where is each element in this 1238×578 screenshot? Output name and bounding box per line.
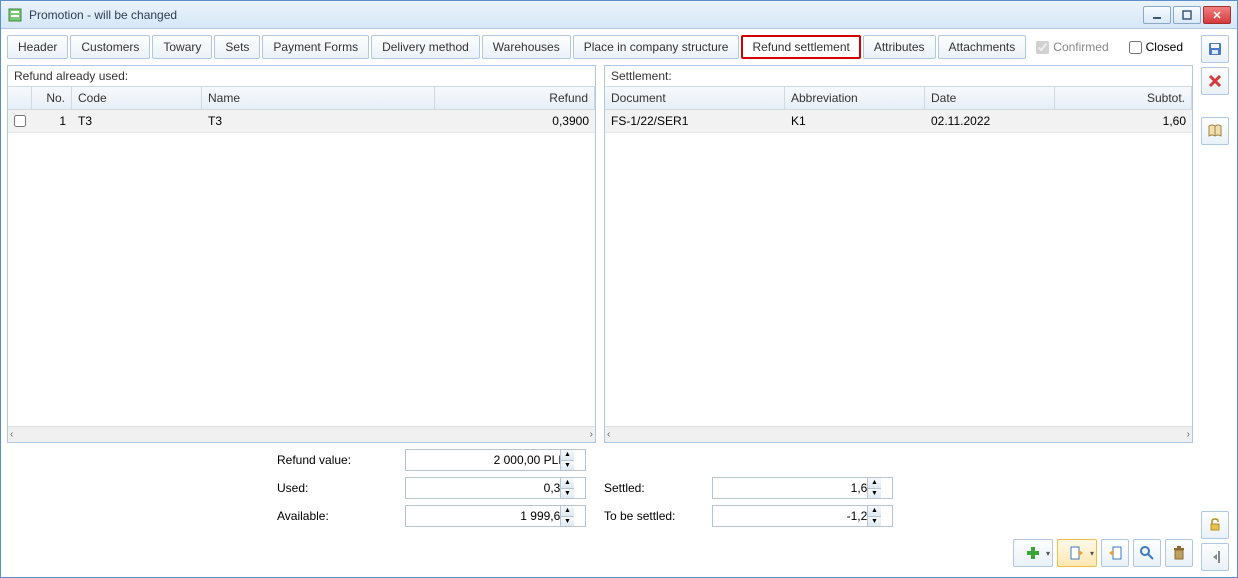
settlement-panel-title: Settlement: <box>605 66 1192 86</box>
closed-label: Closed <box>1146 40 1183 54</box>
cancel-button[interactable] <box>1201 67 1229 95</box>
col-code[interactable]: Code <box>72 87 202 109</box>
tab-header[interactable]: Header <box>7 35 68 59</box>
hscroll[interactable]: ‹› <box>8 426 595 442</box>
table-row[interactable]: FS-1/22/SER1 K1 02.11.2022 1,60 <box>605 110 1192 133</box>
close-button[interactable] <box>1203 6 1231 24</box>
app-icon <box>7 7 23 23</box>
titlebar: Promotion - will be changed <box>1 1 1237 29</box>
maximize-button[interactable] <box>1173 6 1201 24</box>
row-checkbox[interactable] <box>14 115 26 127</box>
delete-button[interactable] <box>1165 539 1193 567</box>
refund-value-spinner[interactable]: ▲▼ <box>560 450 574 470</box>
tab-attributes[interactable]: Attributes <box>863 35 936 59</box>
col-date[interactable]: Date <box>925 87 1055 109</box>
refund-grid-header: No. Code Name Refund <box>8 86 595 110</box>
refund-value-input[interactable] <box>405 449 586 471</box>
used-input[interactable] <box>405 477 586 499</box>
refund-grid-body[interactable]: 1 T3 T3 0,3900 <box>8 110 595 426</box>
col-name[interactable]: Name <box>202 87 435 109</box>
cell-abbreviation: K1 <box>785 110 925 132</box>
import-button[interactable]: ▾ <box>1057 539 1097 567</box>
col-subtot[interactable]: Subtot. <box>1055 87 1192 109</box>
settled-spinner[interactable]: ▲▼ <box>867 478 881 498</box>
add-button[interactable]: ▾ <box>1013 539 1053 567</box>
cell-date: 02.11.2022 <box>925 110 1055 132</box>
tab-refund-settlement[interactable]: Refund settlement <box>741 35 860 59</box>
used-spinner[interactable]: ▲▼ <box>560 478 574 498</box>
to-be-settled-input[interactable] <box>712 505 893 527</box>
col-document[interactable]: Document <box>605 87 785 109</box>
col-abbreviation[interactable]: Abbreviation <box>785 87 925 109</box>
closed-checkbox[interactable]: Closed <box>1129 40 1183 54</box>
available-spinner[interactable]: ▲▼ <box>560 506 574 526</box>
to-be-settled-label: To be settled: <box>604 509 704 523</box>
cell-subtot: 1,60 <box>1055 110 1192 132</box>
promotion-window: Promotion - will be changed Header Custo… <box>0 0 1238 578</box>
collapse-button[interactable] <box>1201 543 1229 571</box>
to-be-settled-spinner[interactable]: ▲▼ <box>867 506 881 526</box>
book-button[interactable] <box>1201 117 1229 145</box>
settled-input[interactable] <box>712 477 893 499</box>
refund-panel-title: Refund already used: <box>8 66 595 86</box>
confirmed-label: Confirmed <box>1053 40 1108 54</box>
cell-refund: 0,3900 <box>435 110 595 132</box>
available-label: Available: <box>277 509 397 523</box>
lock-button[interactable] <box>1201 511 1229 539</box>
settled-label: Settled: <box>604 481 704 495</box>
bottom-toolbar: ▾ ▾ <box>7 535 1193 571</box>
tab-attachments[interactable]: Attachments <box>938 35 1027 59</box>
table-row[interactable]: 1 T3 T3 0,3900 <box>8 110 595 133</box>
col-no[interactable]: No. <box>32 87 72 109</box>
settlement-panel: Settlement: Document Abbreviation Date S… <box>604 65 1193 443</box>
export-button[interactable] <box>1101 539 1129 567</box>
tab-place[interactable]: Place in company structure <box>573 35 740 59</box>
tab-towary[interactable]: Towary <box>152 35 212 59</box>
used-label: Used: <box>277 481 397 495</box>
available-input[interactable] <box>405 505 586 527</box>
side-toolbar <box>1199 35 1231 571</box>
cell-code: T3 <box>72 110 202 132</box>
minimize-button[interactable] <box>1143 6 1171 24</box>
settlement-grid-header: Document Abbreviation Date Subtot. <box>605 86 1192 110</box>
cell-name: T3 <box>202 110 435 132</box>
tab-customers[interactable]: Customers <box>70 35 150 59</box>
save-button[interactable] <box>1201 35 1229 63</box>
cell-no: 1 <box>32 110 72 132</box>
settlement-grid-body[interactable]: FS-1/22/SER1 K1 02.11.2022 1,60 <box>605 110 1192 426</box>
refund-already-used-panel: Refund already used: No. Code Name Refun… <box>7 65 596 443</box>
col-refund[interactable]: Refund <box>435 87 595 109</box>
window-title: Promotion - will be changed <box>29 8 1143 22</box>
tab-sets[interactable]: Sets <box>214 35 260 59</box>
search-button[interactable] <box>1133 539 1161 567</box>
refund-value-label: Refund value: <box>277 453 397 467</box>
tab-strip: Header Customers Towary Sets Payment For… <box>7 35 1193 59</box>
tab-warehouses[interactable]: Warehouses <box>482 35 571 59</box>
tab-payment-forms[interactable]: Payment Forms <box>262 35 369 59</box>
cell-document: FS-1/22/SER1 <box>605 110 785 132</box>
tab-delivery-method[interactable]: Delivery method <box>371 35 480 59</box>
confirmed-checkbox: Confirmed <box>1036 40 1108 54</box>
hscroll[interactable]: ‹› <box>605 426 1192 442</box>
